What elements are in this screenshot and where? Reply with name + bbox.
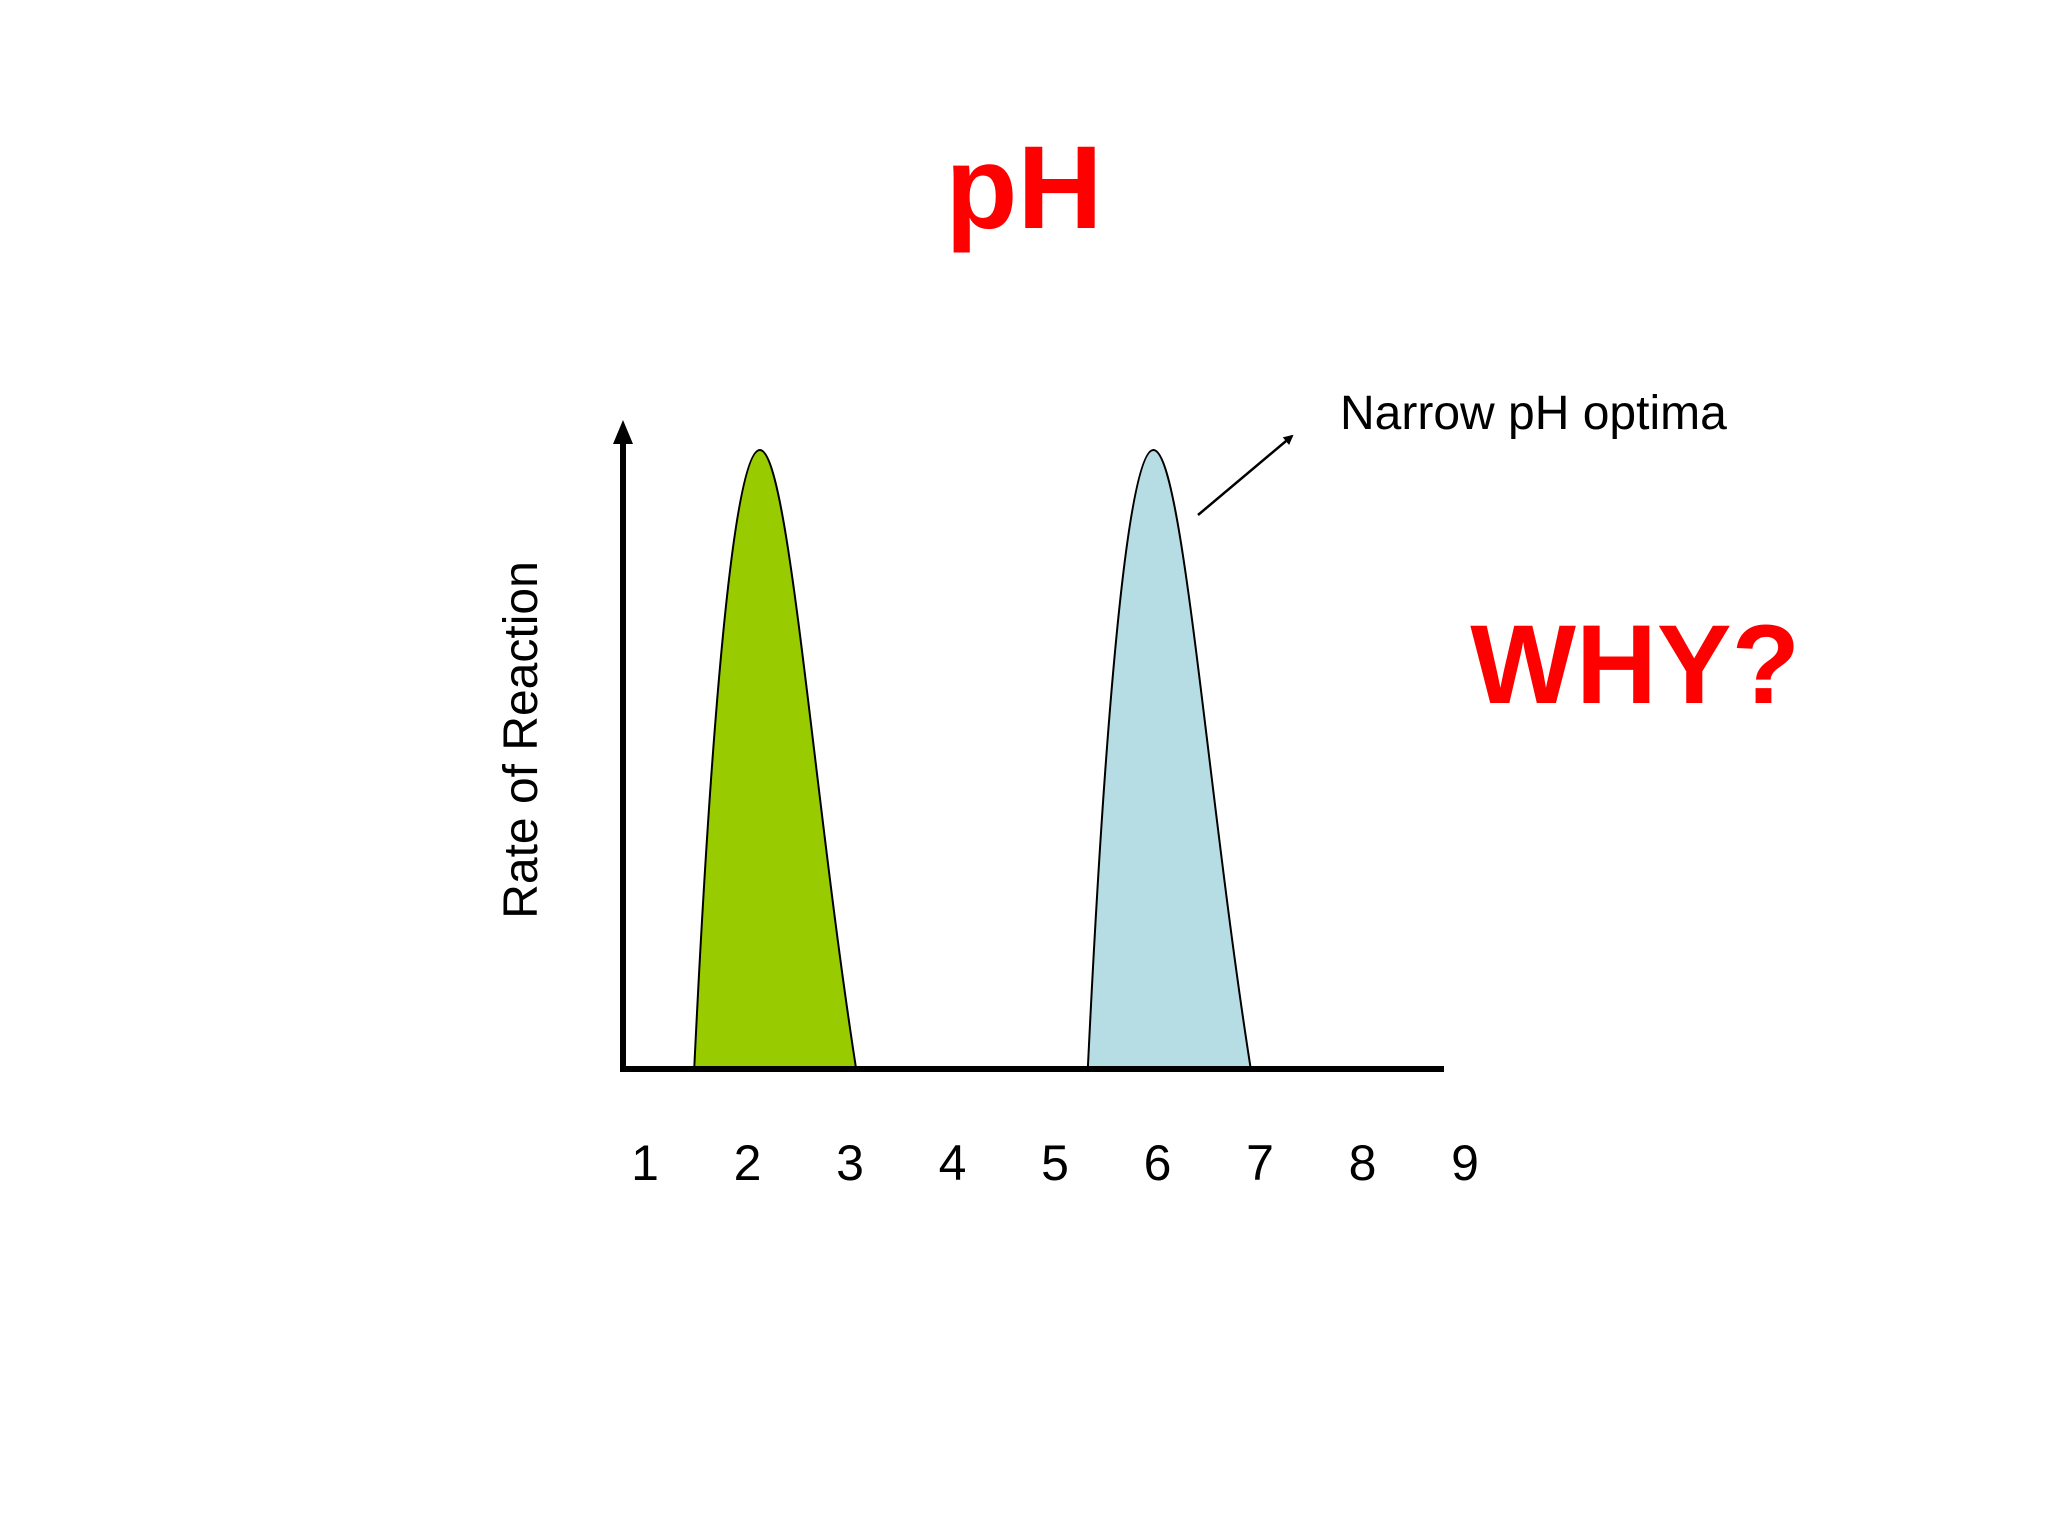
x-tick-label-1: 1	[631, 1135, 659, 1191]
annotation-arrow	[1197, 434, 1294, 516]
x-tick-label-5: 5	[1041, 1135, 1069, 1191]
x-tick-label-9: 9	[1451, 1135, 1479, 1191]
x-tick-label-8: 8	[1349, 1135, 1377, 1191]
curves-layer	[693, 448, 1252, 1070]
why-question: WHY?	[1470, 602, 1800, 727]
x-tick-label-6: 6	[1144, 1135, 1172, 1191]
y-axis-arrowhead	[613, 420, 633, 444]
x-tick-labels: 1 2 3 4 5 6 7 8 9	[631, 1135, 1479, 1191]
curve-peak-2	[1086, 448, 1252, 1070]
curve-peak-1	[693, 448, 858, 1070]
x-tick-label-7: 7	[1246, 1135, 1274, 1191]
slide-title: pH	[945, 122, 1103, 254]
x-tick-label-3: 3	[836, 1135, 864, 1191]
y-axis-label: Rate of Reaction	[495, 561, 548, 919]
x-tick-label-2: 2	[734, 1135, 762, 1191]
x-tick-label-4: 4	[939, 1135, 967, 1191]
annotation-narrow-ph-optima: Narrow pH optima	[1340, 387, 1727, 440]
